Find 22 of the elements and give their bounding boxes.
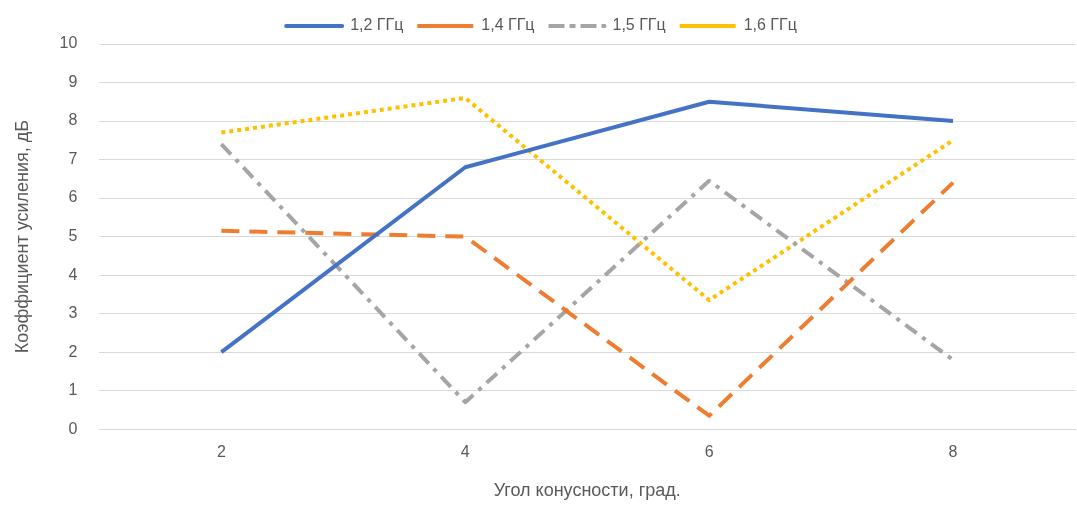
legend-label: 1,4 ГГц [481,16,535,34]
legend-label: 1,6 ГГц [743,16,797,34]
y-tick-label: 10 [59,34,78,52]
y-tick-label: 9 [68,72,78,90]
x-tick-label: 4 [460,443,470,461]
y-tick-label: 7 [68,149,78,167]
x-tick-label: 6 [704,443,714,461]
y-tick-label: 0 [68,419,78,437]
y-tick-label: 6 [68,188,78,206]
legend-label: 1,5 ГГц [612,16,666,34]
y-axis-title: Коэффициент усиления, дБ [11,119,32,354]
legend-label: 1,2 ГГц [350,16,404,34]
x-tick-label: 2 [216,443,226,461]
line-series [219,180,956,418]
y-tick-label: 5 [68,227,78,245]
x-axis-title: Угол конусности, град. [493,480,681,501]
y-tick-label: 4 [68,265,78,283]
y-tick-label: 3 [68,304,78,322]
y-tick-label: 8 [68,111,78,129]
y-tick-label: 1 [68,381,78,399]
y-tick-label: 2 [68,342,78,360]
x-tick-label: 8 [948,443,958,461]
